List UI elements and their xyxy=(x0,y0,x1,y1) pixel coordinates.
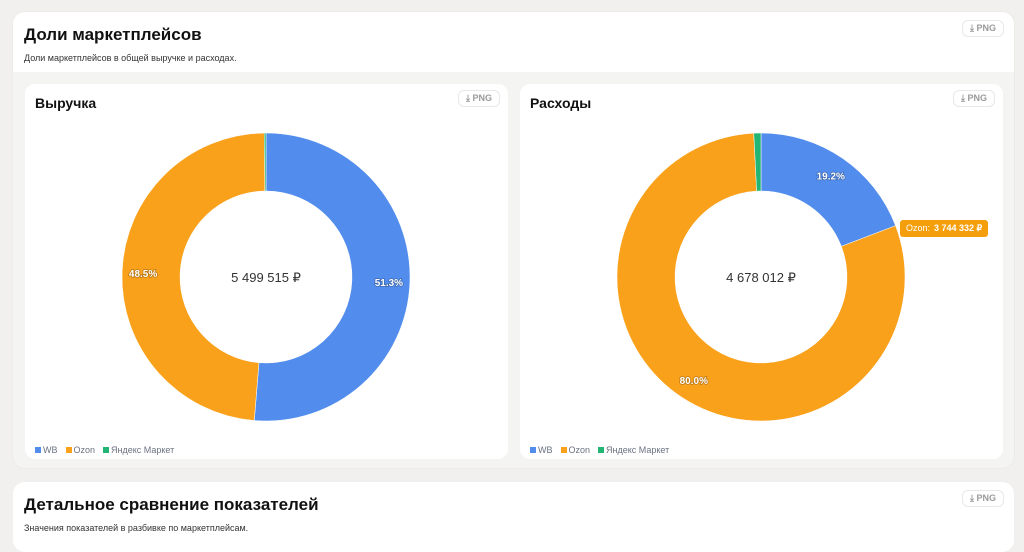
export-png-button[interactable]: ⤓ PNG xyxy=(962,20,1004,37)
slice-label: 48.5% xyxy=(129,269,157,280)
section-title: Детальное сравнение показателей xyxy=(24,495,319,514)
section-subtitle: Значения показателей в разбивке по марке… xyxy=(24,523,249,533)
export-png-button[interactable]: ⤓ PNG xyxy=(962,490,1004,507)
export-png-button[interactable]: ⤓ PNG xyxy=(953,90,995,107)
slice-label: 80.0% xyxy=(680,376,708,387)
donut-chart: 19.2% 80.0% 4 678 012 ₽ xyxy=(616,132,906,422)
center-total: 5 499 515 ₽ xyxy=(231,270,301,285)
section-subtitle: Доли маркетплейсов в общей выручке и рас… xyxy=(24,53,237,63)
legend-item[interactable]: Ozon xyxy=(560,445,590,455)
legend-swatch xyxy=(598,447,605,453)
slice-wb[interactable] xyxy=(253,132,411,422)
legend-item[interactable]: Яндекс Маркет xyxy=(103,445,174,455)
slice-label: 51.3% xyxy=(375,278,403,289)
export-png-button[interactable]: ⤓ PNG xyxy=(458,90,500,107)
legend-item[interactable]: WB xyxy=(530,445,553,455)
chart-legend: WB Ozon Яндекс Маркет xyxy=(35,445,174,455)
slice-wb[interactable] xyxy=(760,132,896,247)
legend-item[interactable]: Ozon xyxy=(65,445,95,455)
slice-ozon[interactable] xyxy=(616,132,906,422)
slice-ozon[interactable] xyxy=(121,132,266,421)
legend-swatch xyxy=(35,447,41,453)
chart-title: Расходы xyxy=(530,95,592,111)
center-total: 4 678 012 ₽ xyxy=(726,270,796,285)
slice-label: 19.2% xyxy=(817,172,845,183)
chart-title: Выручка xyxy=(35,95,97,111)
legend-swatch xyxy=(65,447,72,453)
legend-swatch xyxy=(103,447,110,453)
donut-chart: 51.3% 48.5% 5 499 515 ₽ xyxy=(121,132,411,422)
expenses-chart-card: 19.2% 80.0% 4 678 012 ₽ Расходы ⤓ PNG Ozon… xyxy=(520,84,1003,459)
section-title: Доли маркетплейсов xyxy=(24,25,202,44)
chart-legend: WB Ozon Яндекс Маркет xyxy=(530,445,669,455)
legend-swatch xyxy=(560,447,567,453)
legend-item[interactable]: WB xyxy=(35,445,58,455)
download-icon: ⤓ xyxy=(970,23,977,33)
download-icon: ⤓ xyxy=(961,93,968,103)
download-icon: ⤓ xyxy=(466,93,473,103)
chart-tooltip: Ozon: 3 744 332 ₽ xyxy=(900,220,989,237)
legend-item[interactable]: Яндекс Маркет xyxy=(598,445,669,455)
marketplace-shares-section: Доли маркетплейсов Доли маркетплейсов в … xyxy=(13,12,1014,468)
slice-яндекс-маркет[interactable] xyxy=(263,132,267,192)
download-icon: ⤓ xyxy=(970,493,977,503)
slice-яндекс-маркет[interactable] xyxy=(753,132,762,192)
revenue-chart-card: 51.3% 48.5% 5 499 515 ₽ Выручка ⤓ PNG WB Oz… xyxy=(25,84,508,459)
detailed-comparison-section: Детальное сравнение показателей Значения… xyxy=(13,482,1014,552)
legend-swatch xyxy=(530,447,536,453)
